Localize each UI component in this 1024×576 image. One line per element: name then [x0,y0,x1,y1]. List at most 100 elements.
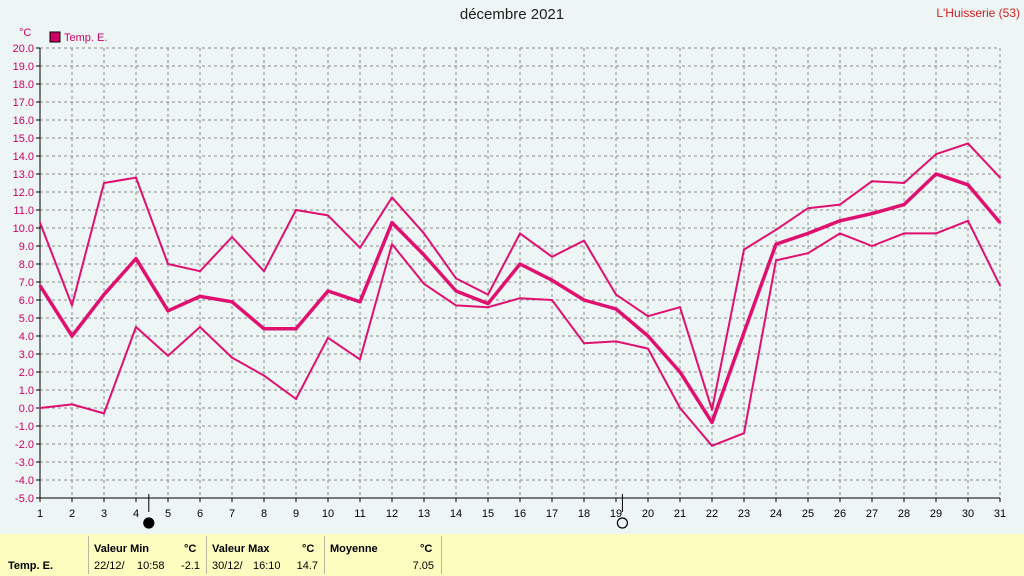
data-point-max [199,270,201,273]
y-tick-label: 0.0 [19,403,34,415]
data-point-max [583,239,585,242]
x-tick-label: 15 [482,508,494,520]
data-point-mean [679,371,681,373]
x-tick-label: 5 [165,508,171,520]
data-point-mean [775,243,777,246]
data-point-min [231,356,233,359]
x-tick-label: 6 [197,508,203,520]
y-tick-label: 13.0 [13,169,34,181]
y-tick-label: 14.0 [13,151,34,163]
y-axis-unit: °C [19,27,31,39]
x-tick-label: 7 [229,508,235,520]
data-point-min [327,336,329,339]
data-point-min [615,340,617,343]
data-point-mean [615,308,617,310]
x-tick-label: 14 [450,508,462,520]
min-date: 22/12/ [94,560,125,572]
y-tick-label: -5.0 [15,493,34,505]
y-tick-label: 12.0 [13,187,34,199]
x-tick-label: 25 [802,508,814,520]
data-point-mean [999,221,1001,224]
separator [441,536,442,574]
x-tick-label: 13 [418,508,430,520]
chart-area: -5.0 -4.0 -3.0 -2.0 -1.0 0.0 1.0 2.0 3.0 4.0 5.0 6.… [13,27,1006,529]
x-tick-label: 9 [293,508,299,520]
separator [88,536,89,574]
data-point-min [967,219,969,222]
data-point-max [359,246,361,249]
x-tick-label: 17 [546,508,558,520]
data-point-min [935,232,937,235]
data-point-max [231,236,233,238]
separator [324,536,325,574]
data-point-mean [167,309,169,312]
data-point-min [103,412,105,415]
data-point-max [455,277,457,280]
data-point-max [71,304,73,307]
y-tick-label: 6.0 [19,295,34,307]
separator [206,536,207,574]
data-point-max [391,196,393,199]
x-tick-label: 28 [898,508,910,520]
data-point-max [519,232,521,235]
data-point-min [519,297,521,300]
y-tick-label: 20.0 [13,43,34,55]
data-point-max [263,270,265,273]
data-point-max [423,232,425,235]
data-point-max [135,176,137,179]
y-tick-label: 5.0 [19,313,34,325]
min-header: Valeur Min [94,543,150,555]
data-point-mean [935,173,937,175]
y-tick-label: 9.0 [19,241,34,253]
mean-value: 7.05 [412,560,434,572]
data-point-mean [199,295,201,298]
mean-unit: °C [420,543,433,555]
data-point-min [263,374,265,377]
data-point-min [487,306,489,309]
mean-header: Moyenne [330,543,378,555]
data-point-min [583,342,585,345]
x-tick-label: 12 [386,508,398,520]
data-point-max [775,228,777,231]
y-tick-label: -1.0 [15,421,34,433]
chart-series [38,142,1002,447]
new-moon-icon [143,517,155,529]
data-point-mean [519,263,521,265]
x-tick-label: 27 [866,508,878,520]
data-point-max [711,408,713,411]
data-point-min [295,398,297,400]
data-point-mean [711,421,713,424]
data-point-mean [359,300,361,303]
data-point-mean [967,183,969,186]
max-header: Valeur Max [212,543,270,555]
data-point-max [39,221,41,224]
x-tick-label: 23 [738,508,750,520]
data-point-min [775,259,777,262]
data-point-mean [423,254,425,256]
x-tick-label: 3 [101,508,107,520]
max-unit: °C [302,543,315,555]
y-tick-label: 19.0 [13,61,34,73]
y-tick-label: 3.0 [19,349,34,361]
data-point-max [935,153,937,156]
x-tick-label: 8 [261,508,267,520]
data-point-min [199,326,201,328]
x-tick-label: 11 [354,508,365,520]
x-tick-label: 10 [322,508,334,520]
data-point-min [167,354,169,357]
y-tick-label: 16.0 [13,115,34,127]
y-tick-label: -2.0 [15,439,34,451]
data-point-max [295,209,297,211]
y-tick-label: 11.0 [13,205,34,217]
x-tick-label: 1 [37,508,43,520]
data-point-mean [327,290,329,292]
data-point-max [871,180,873,183]
x-tick-label: 18 [578,508,590,520]
y-tick-label: 2.0 [19,367,34,379]
data-point-max [551,255,553,258]
data-point-max [327,214,329,217]
data-point-min [135,326,137,328]
y-tick-label: 4.0 [19,331,34,343]
data-point-min [711,444,713,447]
data-point-mean [71,335,73,337]
